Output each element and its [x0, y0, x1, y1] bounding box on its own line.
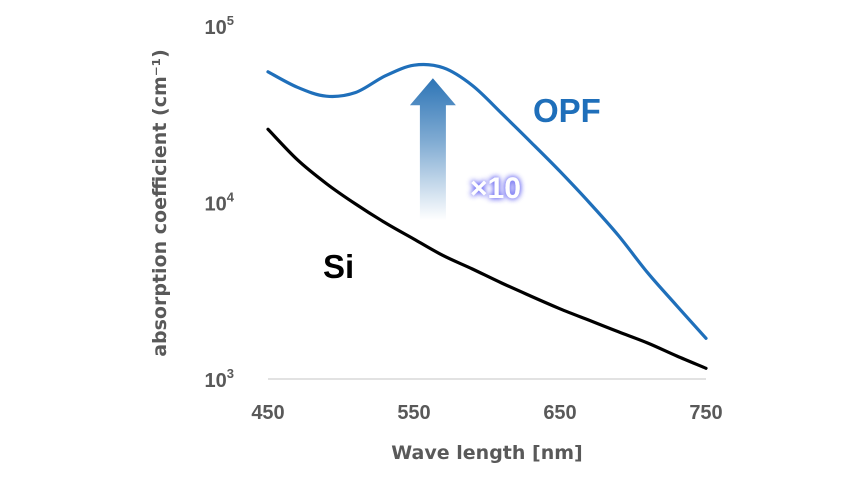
- x-tick-label: 550: [397, 402, 430, 424]
- series-label-si: Si: [323, 248, 354, 285]
- x-tick-label: 450: [251, 402, 284, 424]
- series-lines: [266, 62, 708, 370]
- y-tick-label: 105: [205, 13, 234, 39]
- x-tick-labels: 450 550 650 750: [251, 402, 722, 424]
- y-tick-labels: 103 104 105: [205, 13, 235, 392]
- x-tick-label: 650: [543, 402, 576, 424]
- series-line-opf: [266, 62, 708, 340]
- multiplier-arrow: [409, 78, 456, 221]
- x-axis-title: Wave length [nm]: [391, 442, 582, 464]
- y-tick-label: 104: [205, 190, 235, 216]
- y-axis-title: absorption coefficient (cm⁻¹): [149, 49, 171, 357]
- series-label-opf: OPF: [533, 92, 601, 129]
- multiplier-label: ×10: [470, 172, 521, 205]
- series-line-si: [266, 127, 708, 370]
- up-arrow-icon: [409, 78, 456, 221]
- x-tick-label: 750: [689, 402, 722, 424]
- y-tick-label: 103: [205, 366, 234, 392]
